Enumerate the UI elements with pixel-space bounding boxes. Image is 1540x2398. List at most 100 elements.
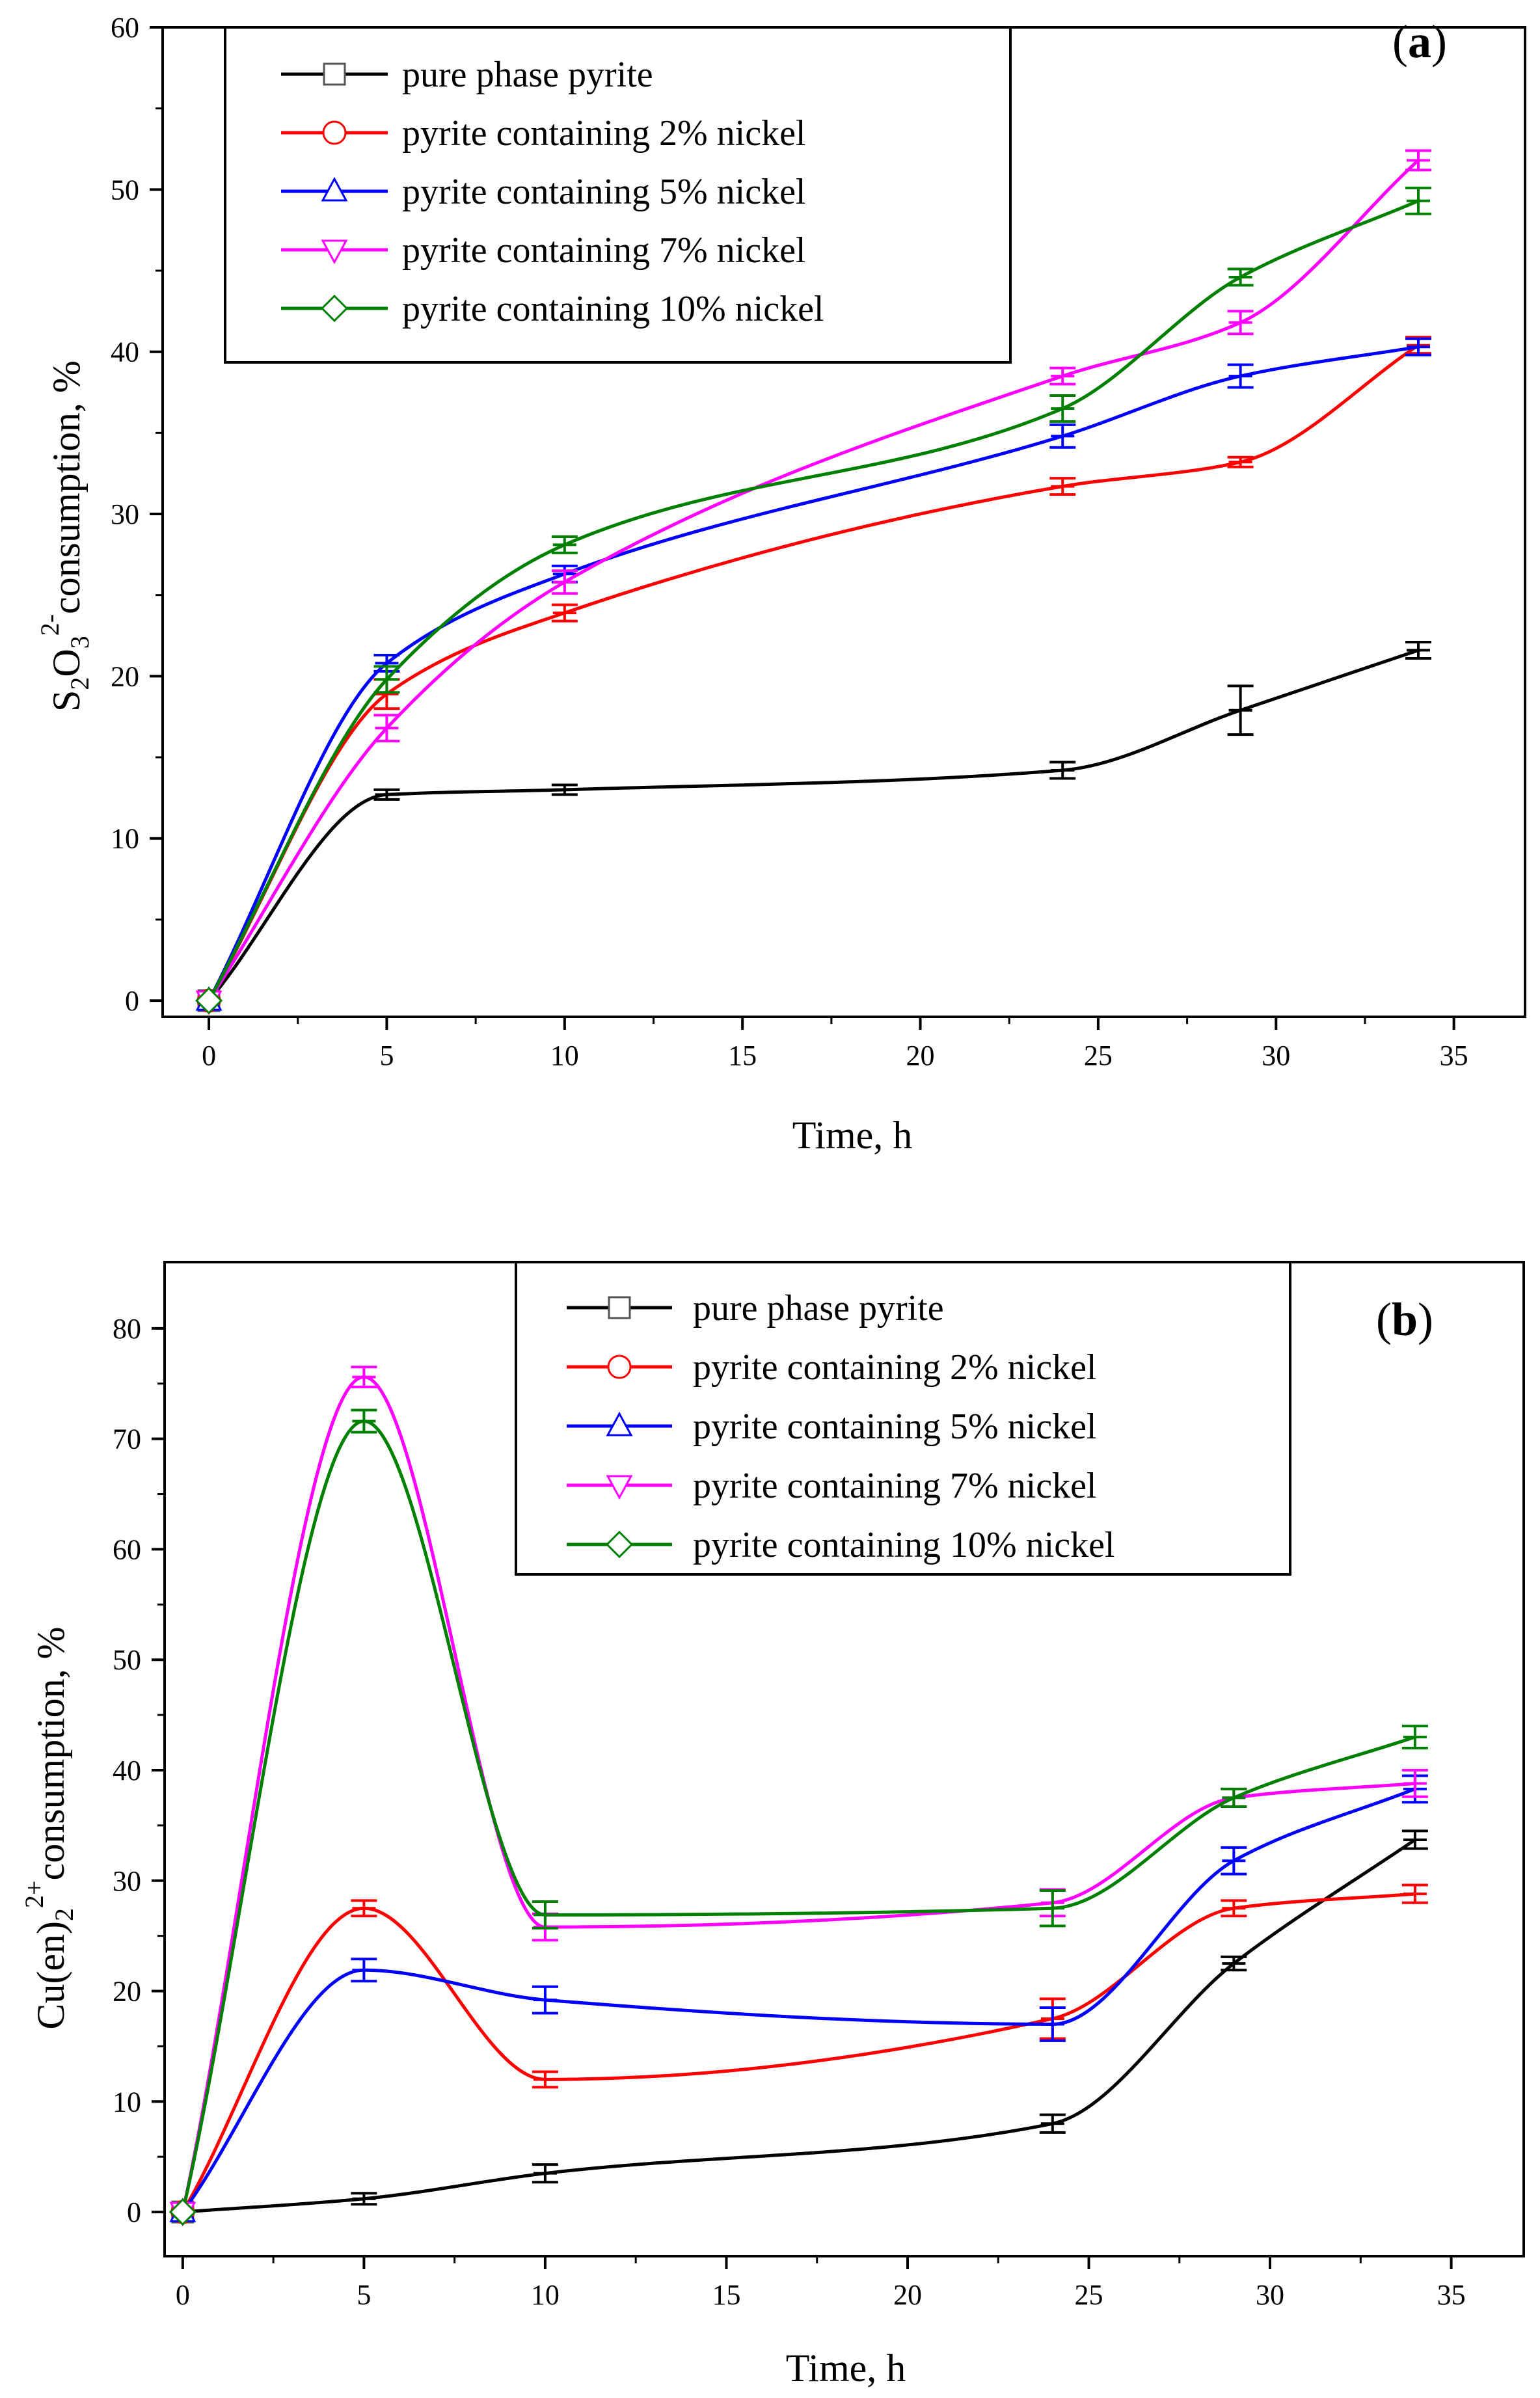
chart-b-xtick-label: 15	[712, 2279, 740, 2311]
chart-b-legend-item: pyrite containing 10% nickel	[567, 1525, 1114, 1565]
chart-a-series-pyrite-containing-2-nickel	[196, 336, 1431, 1013]
chart-a-xtick-label: 0	[202, 1040, 216, 1071]
chart-b-xlabel: Time, h	[786, 2347, 906, 2390]
chart-a-series-line	[208, 649, 1419, 1002]
chart-b-ytick-label: 30	[113, 1865, 141, 1897]
chart-a-ticks: 0 5 10 15 20 25 30 35 0 10 20 30 40 50 60	[111, 12, 1468, 1071]
chart-b-xtick-label: 10	[531, 2279, 560, 2311]
chart-a-legend-marker	[320, 294, 349, 323]
chart-a-legend-item: pure phase pyrite	[281, 55, 653, 95]
chart-a-series-line	[207, 159, 1420, 1002]
chart-b-legend-item: pure phase pyrite	[567, 1288, 944, 1328]
chart-b-ylabel-sub1: 2	[49, 1908, 79, 1921]
chart-a-legend: pure phase pyrite pyrite containing 2% ni…	[224, 26, 1012, 364]
chart-a-legend-marker	[322, 120, 347, 145]
chart-b-ytick-label: 20	[113, 1976, 141, 2008]
chart-a-ylabel-rest: consumption, %	[45, 360, 88, 614]
chart-b-legend-label: pure phase pyrite	[693, 1288, 944, 1328]
chart-b-legend-marker	[606, 1475, 633, 1500]
chart-b-legend-marker	[607, 1354, 632, 1379]
chart-b-legend-box	[515, 1261, 1291, 1576]
chart-b-ylabel-rest: consumption, %	[29, 1626, 72, 1880]
chart-a-ylabel: S2O32-consumption, %	[35, 360, 94, 712]
chart-b: 0 5 10 15 20 25 30 35 0 10 20 30 40 50 60 70 80 pure pha…	[20, 1261, 1525, 2390]
chart-b-plot-area	[169, 1366, 1428, 2227]
chart-b-ytick-label: 10	[113, 2086, 141, 2118]
chart-b-legend-entries: pure phase pyrite pyrite containing 2% ni…	[567, 1288, 1114, 1565]
chart-b-legend-marker	[606, 1411, 633, 1436]
chart-b-legend-label: pyrite containing 2% nickel	[693, 1347, 1096, 1388]
chart-a-ytick-label: 60	[111, 12, 139, 44]
chart-a-ytick-label: 30	[111, 498, 139, 530]
chart-b-legend-item: pyrite containing 7% nickel	[567, 1466, 1096, 1506]
chart-a-legend-box	[224, 26, 1012, 364]
chart-b-panel-letter: b	[1392, 1293, 1418, 1345]
chart-a-ylabel-mid: O	[45, 649, 88, 677]
chart-a-legend-label: pure phase pyrite	[402, 55, 653, 95]
chart-b-xtick-label: 0	[176, 2279, 190, 2311]
chart-b-series-line	[181, 1892, 1416, 2213]
chart-b-ytick-label: 70	[113, 1423, 141, 1455]
chart-a-data-point	[195, 986, 223, 1015]
chart-b-xtick-label: 25	[1075, 2279, 1103, 2311]
chart-a-series-line	[207, 344, 1420, 1002]
chart-a-xtick-label: 5	[379, 1040, 394, 1071]
chart-b-series-pyrite-containing-10-nickel	[169, 1408, 1428, 2226]
chart-b-legend-label: pyrite containing 7% nickel	[693, 1466, 1096, 1506]
chart-a: 0 5 10 15 20 25 30 35 0 10 20 30 40 50 60 pure phase p…	[35, 12, 1526, 1157]
chart-a-legend-item: pyrite containing 5% nickel	[281, 172, 805, 212]
chart-a-legend-item: pyrite containing 10% nickel	[281, 289, 824, 329]
chart-a-legend-marker	[321, 239, 348, 265]
chart-b-legend-label: pyrite containing 5% nickel	[693, 1407, 1096, 1447]
chart-a-ylabel-main: S	[45, 690, 88, 712]
chart-b-data-point	[169, 2198, 196, 2226]
chart-b-legend: pure phase pyrite pyrite containing 2% ni…	[515, 1261, 1291, 1576]
chart-a-panel-label: (a)	[1392, 16, 1447, 68]
chart-a-legend-label: pyrite containing 7% nickel	[402, 230, 805, 271]
chart-b-ytick-label: 0	[127, 2196, 141, 2228]
chart-a-xtick-label: 20	[906, 1040, 935, 1071]
chart-a-xtick-label: 15	[728, 1040, 757, 1071]
chart-b-xtick-label: 5	[357, 2279, 371, 2311]
chart-b-ticks: 0 5 10 15 20 25 30 35 0 10 20 30 40 50 60 70 80	[113, 1313, 1466, 2311]
chart-b-ytick-label: 40	[113, 1755, 141, 1786]
chart-a-ylabel-sub2: 3	[65, 636, 94, 649]
chart-b-xtick-label: 20	[893, 2279, 922, 2311]
chart-b-series-pure-phase-pyrite	[171, 1829, 1428, 2224]
chart-a-legend-marker	[321, 176, 348, 202]
chart-a-ylabel-sup: 2-	[35, 614, 64, 636]
chart-b-series-line	[182, 1838, 1416, 2214]
chart-b-ytick-label: 80	[113, 1313, 141, 1345]
chart-b-legend-item: pyrite containing 2% nickel	[567, 1347, 1096, 1388]
chart-b-series-line	[181, 1375, 1416, 2213]
chart-a-legend-entries: pure phase pyrite pyrite containing 2% ni…	[281, 55, 824, 329]
chart-b-ylabel: Cu(en)22+consumption, %	[20, 1626, 79, 2029]
chart-a-series-pyrite-containing-5-nickel	[195, 337, 1431, 1011]
chart-a-legend-label: pyrite containing 2% nickel	[402, 113, 805, 154]
chart-a-ytick-label: 50	[111, 174, 139, 206]
chart-b-legend-label: pyrite containing 10% nickel	[693, 1525, 1114, 1565]
chart-a-xtick-label: 10	[550, 1040, 579, 1071]
chart-b-series-line	[181, 1787, 1416, 2213]
chart-b-ytick-label: 50	[113, 1644, 141, 1676]
chart-a-legend-item: pyrite containing 2% nickel	[281, 113, 805, 154]
chart-b-xtick-label: 35	[1437, 2279, 1466, 2311]
chart-b-ylabel-main: Cu(en)	[29, 1921, 72, 2030]
chart-a-xlabel: Time, h	[792, 1114, 913, 1157]
chart-b-series-pyrite-containing-2-nickel	[170, 1883, 1428, 2224]
chart-a-plot-area	[195, 149, 1431, 1016]
chart-a-xtick-label: 35	[1440, 1040, 1468, 1071]
chart-b-panel-label: (b)	[1376, 1293, 1433, 1345]
chart-a-xtick-label: 25	[1084, 1040, 1113, 1071]
chart-b-legend-item: pyrite containing 5% nickel	[567, 1407, 1096, 1447]
chart-a-ytick-label: 0	[125, 985, 139, 1017]
chart-b-legend-marker	[605, 1530, 634, 1559]
chart-b-legend-marker	[608, 1296, 631, 1319]
chart-a-series-pyrite-containing-10-nickel	[195, 186, 1431, 1015]
chart-a-ylabel-sub1: 2	[65, 677, 94, 690]
chart-b-ylabel-sup: 2+	[20, 1880, 49, 1908]
chart-a-ytick-label: 10	[111, 823, 139, 855]
chart-a-legend-label: pyrite containing 10% nickel	[402, 289, 824, 329]
chart-a-legend-label: pyrite containing 5% nickel	[402, 172, 805, 212]
